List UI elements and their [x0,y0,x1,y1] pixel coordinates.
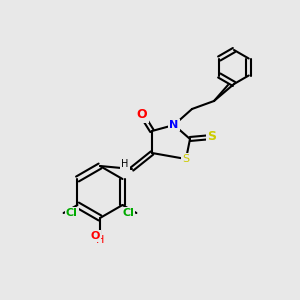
Text: O: O [137,109,147,122]
Text: Cl: Cl [122,208,134,218]
Text: N: N [169,120,178,130]
Text: S: S [208,130,217,143]
Text: S: S [182,154,190,164]
Text: O: O [90,231,100,241]
Text: H: H [96,235,104,245]
Text: H: H [121,159,129,169]
Text: Cl: Cl [66,208,78,218]
